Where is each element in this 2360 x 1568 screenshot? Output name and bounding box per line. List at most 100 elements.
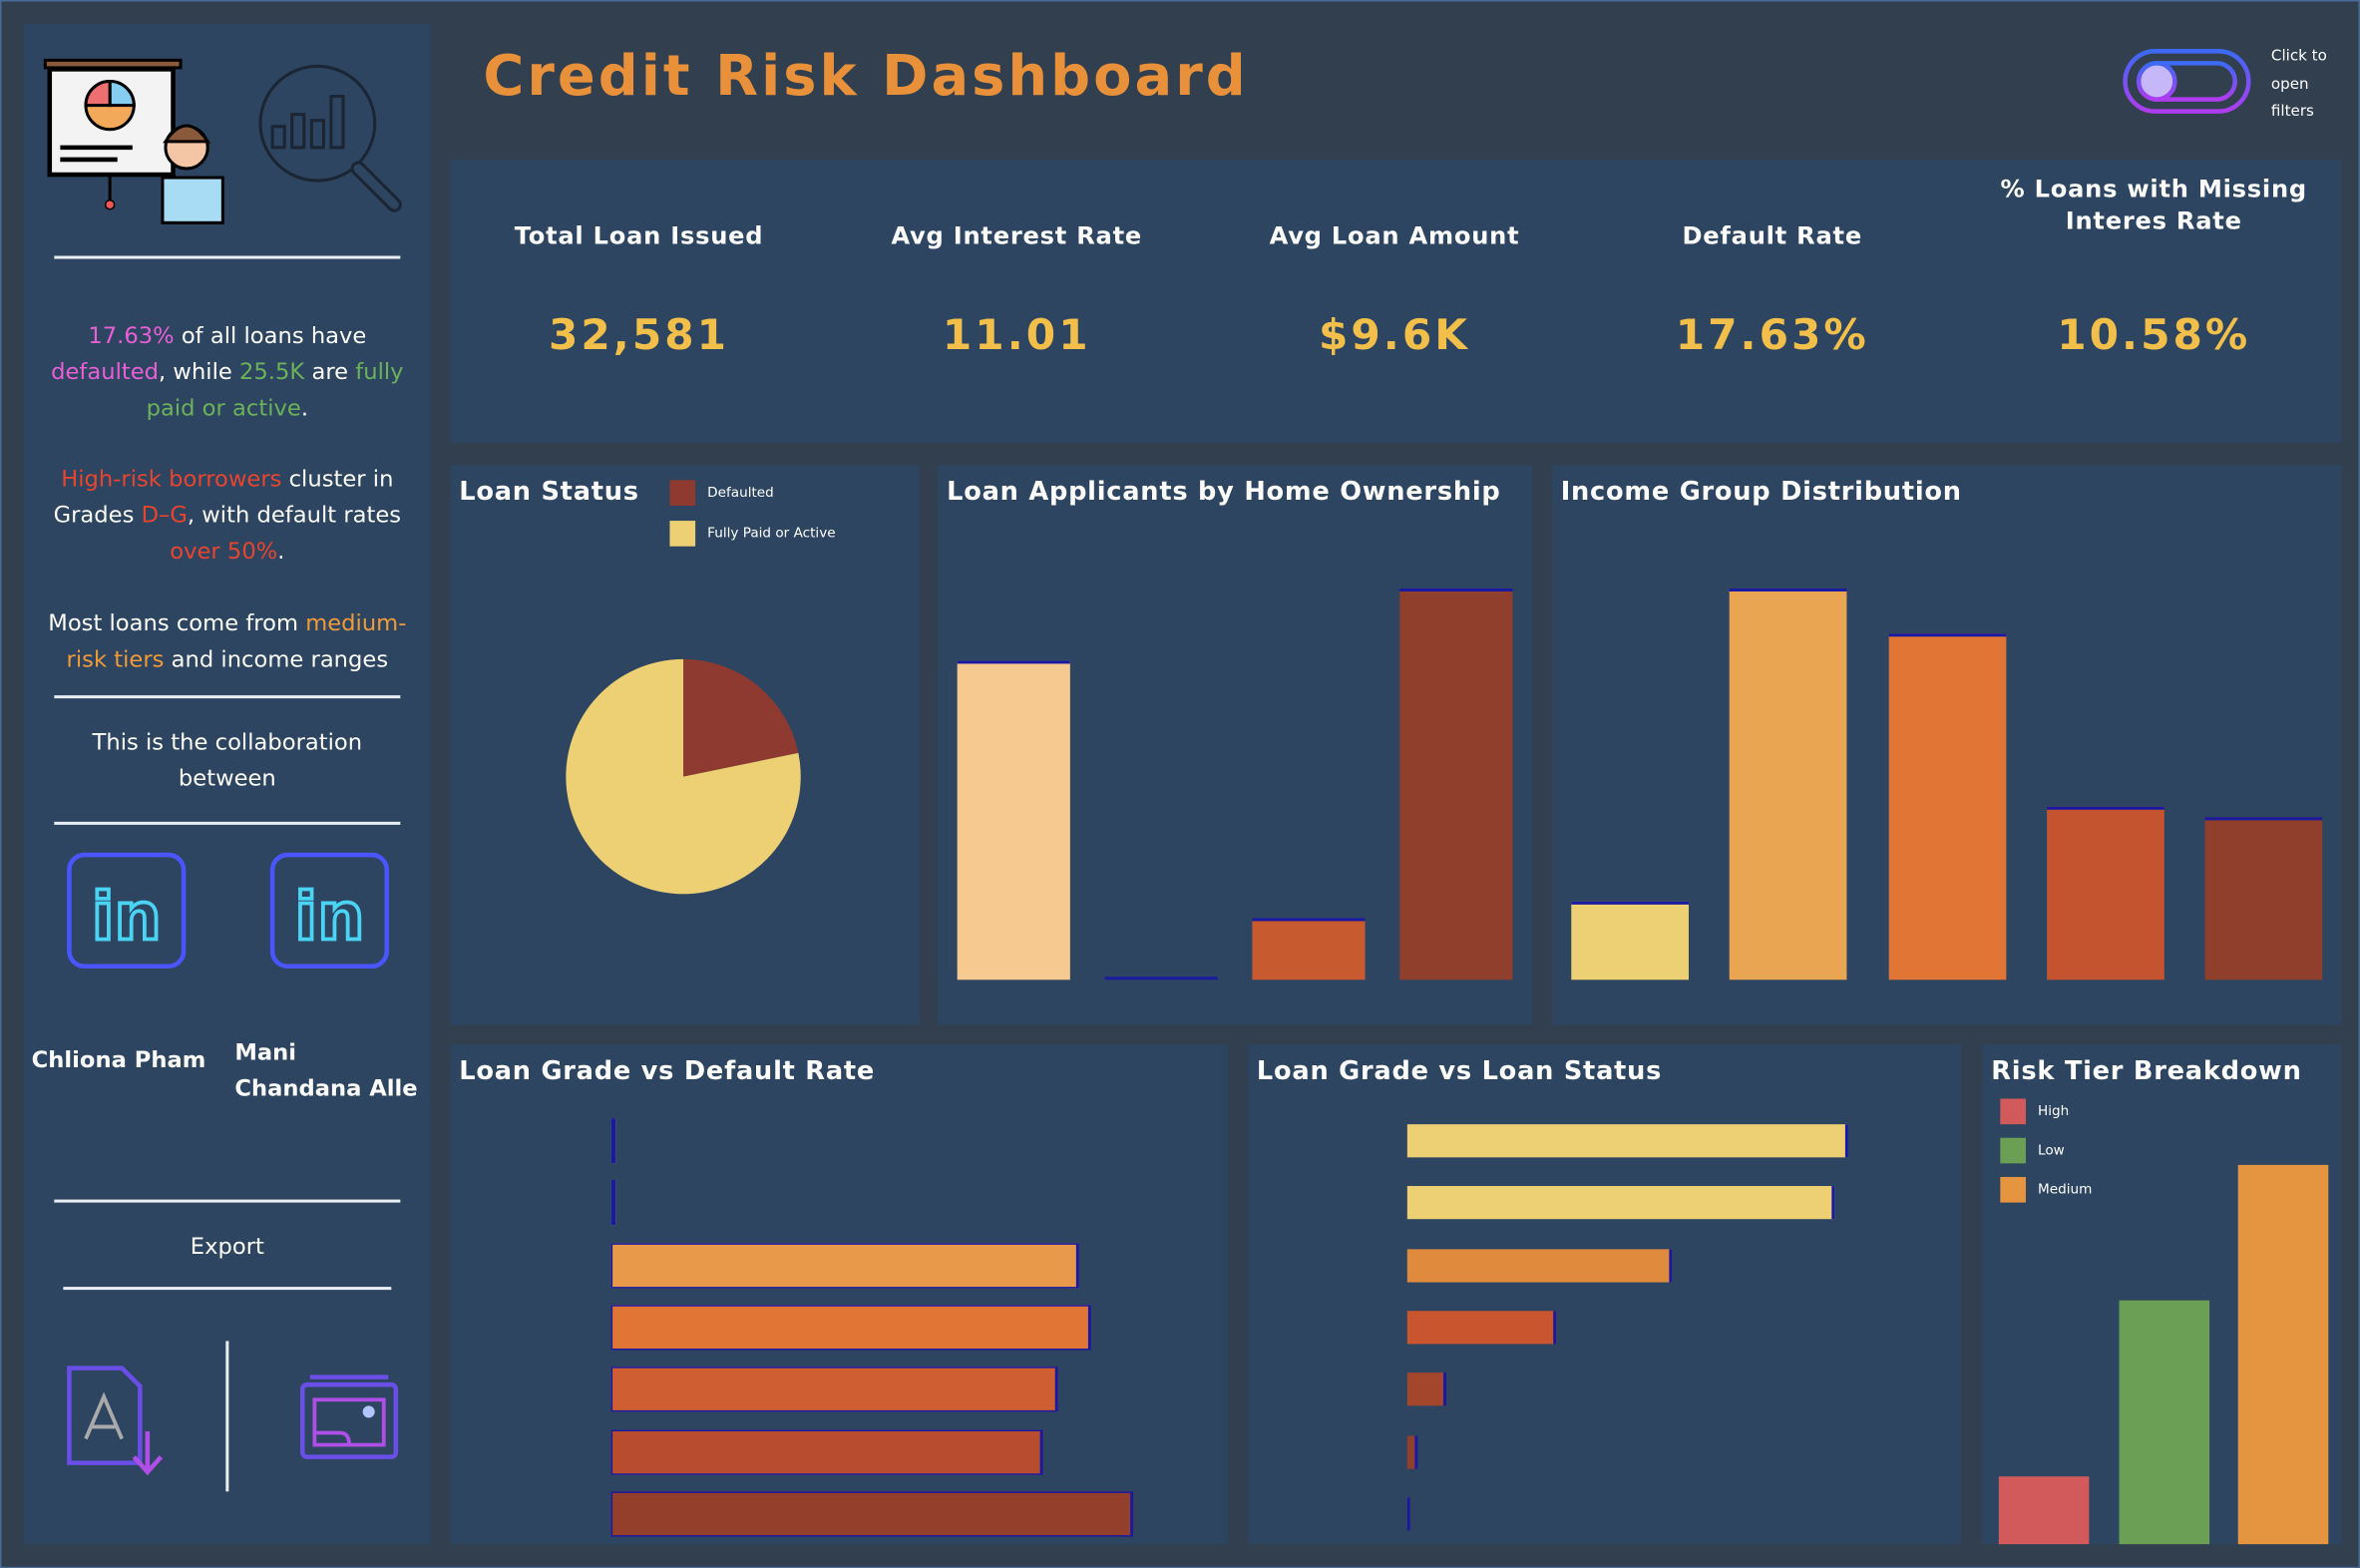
kpi-missing-interest: % Loans with Missing Interes Rate 10.58% — [1961, 160, 2346, 443]
pie-slice-defaulted[interactable] — [683, 658, 799, 777]
bar-D[interactable] — [1406, 1311, 1556, 1345]
author-name: Mani Chandana Alle — [234, 1038, 418, 1102]
svg-text:in: in — [294, 878, 364, 956]
bar-A[interactable] — [610, 1118, 616, 1164]
filter-hint-line: Click to — [2270, 48, 2327, 65]
kpi-value: 11.01 — [942, 309, 1091, 360]
pie-slice-fully-paid-or-active[interactable] — [566, 658, 801, 895]
kpi-label: Avg Interest Rate — [891, 220, 1143, 249]
legend-swatch — [2000, 1137, 2026, 1164]
divider — [225, 1341, 229, 1492]
insight-high-risk: High-risk borrowers cluster in Grades D–… — [47, 461, 408, 570]
home-ownership-panel: Loan Applicants by Home Ownership — [938, 465, 1533, 1025]
filter-hint-line: filters — [2270, 104, 2314, 121]
kpi-panel: Total Loan Issued 32,581 Avg Interest Rat… — [450, 159, 2342, 443]
filter-hint: Click to open filters — [2271, 44, 2327, 128]
bar-High[interactable] — [1998, 1476, 2090, 1545]
bar-<25k[interactable] — [1571, 902, 1689, 980]
insight-highlight: D–G — [141, 501, 188, 529]
insight-highlight: over 50% — [170, 537, 278, 565]
insight-text: are — [304, 358, 356, 386]
linkedin-icon[interactable]: in — [269, 852, 390, 970]
insight-text: , with default rates — [187, 501, 402, 529]
legend-swatch — [2000, 1176, 2026, 1203]
linkedin-icon[interactable]: in — [66, 852, 187, 970]
bar-A[interactable] — [1406, 1124, 1848, 1158]
kpi-value: 32,581 — [548, 309, 730, 360]
bar-B[interactable] — [610, 1180, 616, 1226]
bar-G[interactable] — [1406, 1497, 1410, 1531]
legend-label: High — [2038, 1103, 2070, 1119]
divider — [54, 695, 401, 699]
insight-highlight: medium-risk tiers — [66, 609, 407, 673]
divider — [54, 255, 401, 259]
insight-text: cluster in Grades — [53, 465, 394, 529]
kpi-label: % Loans with Missing Interes Rate — [2000, 175, 2307, 235]
bar-RENT[interactable] — [1399, 588, 1513, 980]
legend-label: Fully Paid or Active — [707, 526, 836, 542]
kpi-default-rate: Default Rate 17.63% — [1583, 160, 1961, 443]
filter-toggle[interactable] — [2121, 47, 2253, 119]
kpi-value: $9.6K — [1318, 309, 1471, 360]
export-label: Export — [190, 1232, 264, 1260]
bar-D[interactable] — [610, 1305, 1091, 1351]
insight-text: . — [277, 537, 285, 565]
kpi-label: Avg Loan Amount — [1269, 220, 1520, 249]
bar-Low[interactable] — [2118, 1300, 2209, 1545]
bar-G[interactable] — [610, 1491, 1134, 1537]
pie-chart — [566, 658, 801, 895]
legend-item: Fully Paid or Active — [669, 521, 836, 547]
bar-F[interactable] — [610, 1428, 1043, 1474]
grade-status-panel: Loan Grade vs Loan Status — [1247, 1044, 1962, 1545]
bar-100k+[interactable] — [2204, 817, 2323, 980]
income-group-panel: Income Group Distribution — [1551, 465, 2342, 1025]
loan-status-panel: Loan Status Defaulted Fully Paid or Activ… — [450, 465, 920, 1025]
sidebar: 17.63% of all loans have defaulted, whil… — [24, 24, 431, 1545]
legend-swatch — [2000, 1098, 2026, 1125]
kpi-label: Default Rate — [1682, 220, 1862, 249]
filter-hint-line: open — [2270, 76, 2309, 93]
bar-E[interactable] — [1406, 1372, 1447, 1406]
bar-OTHER[interactable] — [1104, 977, 1218, 980]
insight-text: and income ranges — [164, 645, 389, 673]
bar-50k-75k[interactable] — [1888, 633, 2006, 980]
insight-text: , while — [159, 358, 240, 386]
insight-text: of all loans have — [174, 321, 367, 350]
legend-label: Defaulted — [707, 485, 774, 501]
legend-item: Medium — [2000, 1176, 2092, 1203]
divider — [63, 1287, 392, 1291]
bar-OWN[interactable] — [1252, 918, 1366, 980]
magnifier-chart-icon — [258, 64, 402, 212]
insight-highlight: High-risk borrowers — [61, 465, 282, 493]
bar-C[interactable] — [610, 1242, 1079, 1289]
insight-highlight: 25.5K — [239, 358, 305, 386]
presentation-icon — [43, 58, 224, 224]
grade-default-panel: Loan Grade vs Default Rate — [450, 1044, 1229, 1545]
bar-75k-100k[interactable] — [2046, 807, 2164, 980]
pdf-export-icon[interactable] — [65, 1364, 174, 1481]
bar-C[interactable] — [1406, 1248, 1672, 1282]
image-export-icon[interactable] — [298, 1372, 401, 1463]
insight-medium-risk: Most loans come from medium-risk tiers a… — [47, 605, 408, 677]
insight-text: . — [300, 394, 309, 422]
chart-title: Risk Tier Breakdown — [1991, 1056, 2302, 1087]
bar-MORTGAGE[interactable] — [957, 659, 1070, 980]
insight-text: Most loans come from — [48, 609, 306, 637]
divider — [54, 821, 401, 825]
risk-tier-panel: Risk Tier Breakdown High Low Medium — [1982, 1044, 2342, 1545]
insight-highlight: 17.63% — [88, 321, 175, 350]
bar-25k-50k[interactable] — [1730, 588, 1847, 980]
bar-Medium[interactable] — [2237, 1164, 2329, 1545]
insight-highlight: fully paid or active — [146, 358, 404, 422]
bar-E[interactable] — [610, 1367, 1058, 1412]
bar-F[interactable] — [1406, 1434, 1417, 1468]
chart-title: Income Group Distribution — [1560, 477, 1962, 508]
collaboration-text: This is the collaboration between — [92, 728, 363, 792]
chart-title: Loan Status — [459, 477, 639, 508]
bar-B[interactable] — [1406, 1186, 1835, 1220]
chart-title: Loan Applicants by Home Ownership — [947, 477, 1501, 508]
author-name: Chliona Pham — [31, 1045, 206, 1073]
legend-swatch — [669, 521, 696, 547]
kpi-avg-loan: Avg Loan Amount $9.6K — [1206, 160, 1584, 443]
